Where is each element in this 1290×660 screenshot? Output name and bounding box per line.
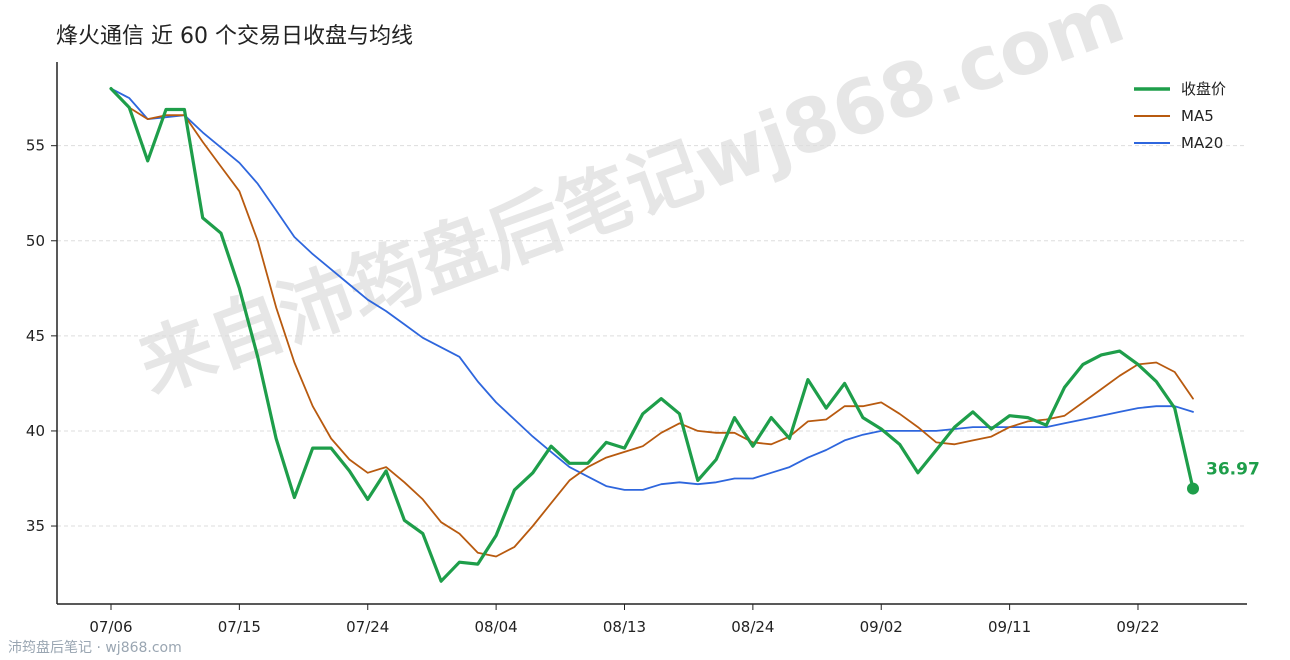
grid-layer (57, 145, 1247, 527)
y-tick-label: 45 (26, 327, 45, 345)
x-tick-label: 07/06 (89, 618, 132, 636)
y-tick-label: 35 (26, 517, 45, 535)
y-tick-label: 55 (26, 137, 45, 155)
x-tick-label: 07/24 (346, 618, 389, 636)
y-tick-label: 40 (26, 422, 45, 440)
watermark-text: 来自沛筠盘后笔记wj868.com (128, 0, 1135, 410)
x-tick-label: 08/04 (475, 618, 518, 636)
x-tick-label: 07/15 (218, 618, 261, 636)
series-line-ma5 (110, 87, 1194, 558)
end-value-label: 36.97 (1206, 460, 1260, 480)
x-tick-label: 09/11 (988, 618, 1031, 636)
series-line-ma20 (110, 87, 1194, 491)
x-tick-label: 08/13 (603, 618, 646, 636)
last-close-point (1187, 482, 1199, 495)
y-tick-label: 50 (26, 232, 45, 250)
chart-title: 烽火通信 近 60 个交易日收盘与均线 (56, 24, 413, 49)
x-tick-label: 08/24 (731, 618, 774, 636)
series-layer (109, 86, 1199, 583)
footer-credit: 沛筠盘后笔记 · wj868.com (8, 639, 182, 656)
x-tick-label: 09/22 (1116, 618, 1159, 636)
legend: 收盘价 MA5 MA20 (1134, 80, 1226, 152)
legend-label: MA20 (1181, 134, 1223, 152)
legend-label: MA5 (1181, 107, 1214, 125)
axis-layer: 35 40 45 50 55 07/06 07/15 07/24 08/04 08/13 08/24… (26, 62, 1247, 636)
x-tick-label: 09/02 (860, 618, 903, 636)
watermark-layer: 来自沛筠盘后笔记wj868.com (128, 0, 1135, 410)
legend-label: 收盘价 (1181, 80, 1226, 98)
series-line-close (109, 86, 1195, 583)
